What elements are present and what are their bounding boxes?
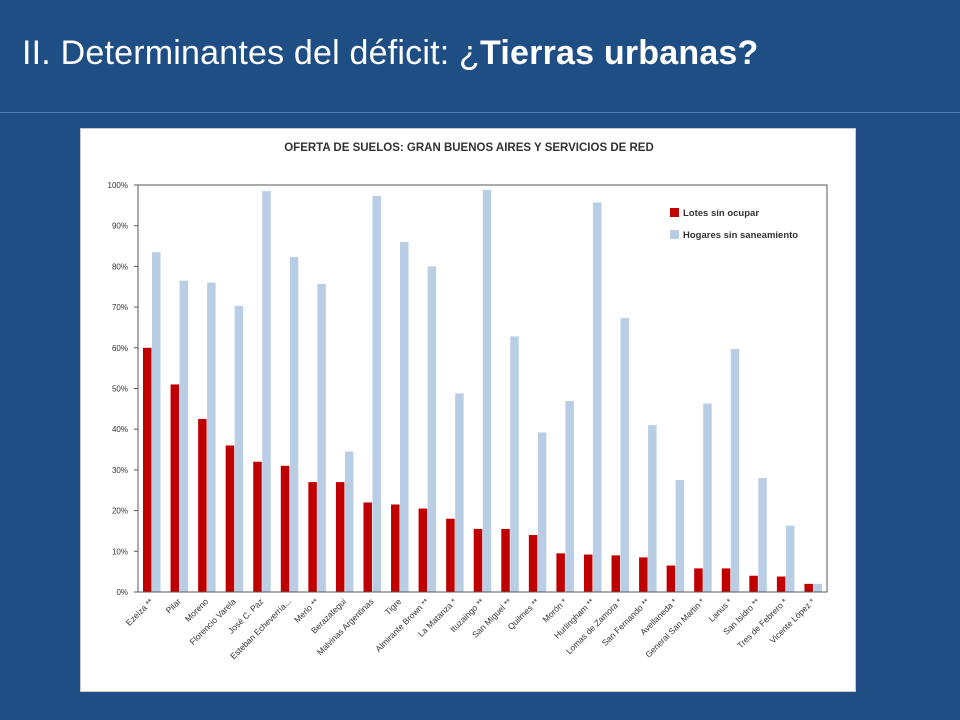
bar-lotes-sin-ocupar: [170, 384, 180, 592]
bar-hogares-sin-saneamiento: [427, 266, 437, 592]
bar-lotes-sin-ocupar: [335, 482, 345, 592]
legend-swatch: [670, 230, 679, 239]
x-tick-label: Ezeiza **: [124, 596, 156, 628]
y-tick-label: 10%: [112, 547, 128, 556]
x-tick-label: Tigre: [383, 596, 404, 617]
bar-hogares-sin-saneamiento: [785, 525, 795, 592]
bar-chart: OFERTA DE SUELOS: GRAN BUENOS AIRES Y SE…: [108, 142, 828, 661]
bar-lotes-sin-ocupar: [446, 518, 455, 592]
bar-lotes-sin-ocupar: [308, 482, 317, 592]
y-tick-label: 50%: [112, 385, 128, 394]
x-tick-label: Pilar: [164, 596, 183, 615]
bar-lotes-sin-ocupar: [556, 553, 565, 592]
bar-lotes-sin-ocupar: [473, 528, 483, 592]
bar-hogares-sin-saneamiento: [262, 191, 271, 593]
plot-area-border: [137, 184, 828, 593]
bar-lotes-sin-ocupar: [198, 419, 207, 592]
bar-lotes-sin-ocupar: [501, 528, 510, 592]
bar-lotes-sin-ocupar: [528, 535, 538, 592]
legend-label: Lotes sin ocupar: [683, 208, 759, 219]
bar-hogares-sin-saneamiento: [317, 283, 326, 592]
bar-hogares-sin-saneamiento: [703, 403, 712, 592]
x-tick-label: San Fernando **: [600, 596, 652, 648]
bar-lotes-sin-ocupar: [280, 465, 290, 592]
bar-hogares-sin-saneamiento: [372, 195, 381, 592]
bar-lotes-sin-ocupar: [666, 565, 676, 592]
bar-hogares-sin-saneamiento: [730, 349, 740, 592]
chart-panel: OFERTA DE SUELOS: GRAN BUENOS AIRES Y SE…: [80, 128, 856, 692]
y-tick-label: 100%: [108, 181, 128, 190]
x-tick-label: Tres de Febrero *: [735, 596, 789, 650]
y-tick-label: 0%: [116, 588, 128, 597]
bar-lotes-sin-ocupar: [694, 568, 703, 592]
y-tick-label: 20%: [112, 507, 128, 516]
y-tick-label: 60%: [112, 344, 128, 353]
bar-hogares-sin-saneamiento: [758, 478, 767, 592]
bar-lotes-sin-ocupar: [225, 445, 235, 592]
slide-title: II. Determinantes del déficit: ¿Tierras …: [22, 34, 759, 73]
bar-hogares-sin-saneamiento: [648, 425, 657, 592]
bar-hogares-sin-saneamiento: [620, 318, 630, 592]
title-divider: [0, 112, 960, 113]
bar-hogares-sin-saneamiento: [482, 189, 492, 592]
y-tick-label: 30%: [112, 466, 128, 475]
y-axis: 0% 10% 20% 30% 40% 50% 60% 70% 80% 90% 100%: [108, 181, 138, 597]
legend-swatch: [670, 208, 679, 217]
bar-hogares-sin-saneamiento: [234, 305, 244, 592]
y-tick-label: 40%: [112, 425, 128, 434]
bar-lotes-sin-ocupar: [611, 555, 621, 592]
bar-hogares-sin-saneamiento: [813, 583, 822, 592]
y-tick-label: 70%: [112, 303, 128, 312]
slide-title-bold: Tierras urbanas?: [480, 34, 759, 72]
slide-title-prefix: II. Determinantes del déficit: ¿: [22, 34, 481, 72]
bars-group: [143, 189, 822, 593]
bar-hogares-sin-saneamiento: [400, 241, 409, 592]
bar-lotes-sin-ocupar: [363, 502, 372, 592]
bar-lotes-sin-ocupar: [776, 576, 786, 592]
chart-title: OFERTA DE SUELOS: GRAN BUENOS AIRES Y SE…: [284, 142, 654, 154]
bar-hogares-sin-saneamiento: [455, 393, 464, 592]
y-tick-label: 80%: [112, 262, 128, 271]
bar-hogares-sin-saneamiento: [179, 280, 189, 592]
bar-hogares-sin-saneamiento: [592, 202, 602, 592]
bar-hogares-sin-saneamiento: [344, 451, 354, 592]
bar-hogares-sin-saneamiento: [537, 432, 547, 592]
bar-lotes-sin-ocupar: [639, 557, 648, 592]
bar-lotes-sin-ocupar: [253, 461, 262, 592]
bar-hogares-sin-saneamiento: [565, 401, 574, 592]
bar-lotes-sin-ocupar: [749, 575, 758, 592]
bar-hogares-sin-saneamiento: [675, 480, 685, 592]
bar-hogares-sin-saneamiento: [289, 257, 299, 592]
bar-hogares-sin-saneamiento: [510, 336, 519, 592]
bar-lotes-sin-ocupar: [418, 508, 428, 592]
bar-lotes-sin-ocupar: [583, 554, 593, 592]
bar-lotes-sin-ocupar: [804, 583, 813, 592]
y-tick-label: 90%: [112, 222, 128, 231]
bar-hogares-sin-saneamiento: [152, 252, 161, 592]
bar-lotes-sin-ocupar: [721, 568, 731, 592]
legend-label: Hogares sin saneamiento: [683, 230, 798, 241]
legend: Lotes sin ocupar Hogares sin saneamiento: [670, 208, 798, 241]
bar-lotes-sin-ocupar: [143, 347, 152, 592]
bar-hogares-sin-saneamiento: [207, 282, 216, 592]
bar-lotes-sin-ocupar: [391, 504, 400, 592]
